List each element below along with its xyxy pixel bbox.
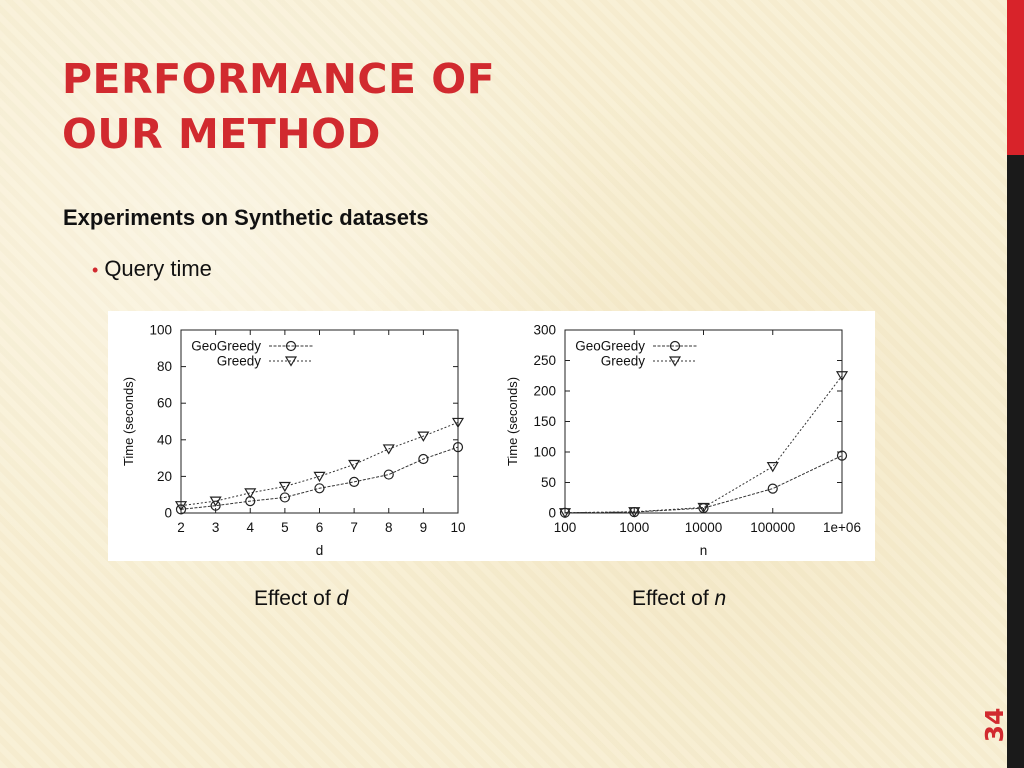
chart-1-y-tick-label: 20 <box>157 469 172 484</box>
chart-2-x-tick-label: 100000 <box>750 520 795 535</box>
slide-number: 34 <box>980 707 1009 743</box>
chart-2-y-tick-label: 250 <box>533 353 556 368</box>
chart-1-series-1-point <box>175 504 187 515</box>
chart-2-x-tick-label: 1000 <box>619 520 649 535</box>
chart-1-legend-marker <box>285 340 297 352</box>
chart-2-y-tick-label: 150 <box>533 414 556 429</box>
chart-1-series-1-point <box>210 500 221 511</box>
chart-2-series-1-point <box>767 483 778 494</box>
chart-1-y-tick-label: 40 <box>157 432 172 447</box>
chart-1-y-axis-label: Time (seconds) <box>121 377 136 466</box>
chart-2-x-tick-label: 10000 <box>685 520 723 535</box>
bullet-text: Query time <box>104 256 212 281</box>
bullet-item: • Query time <box>92 256 212 282</box>
chart-2-series-2-point <box>766 462 779 473</box>
title-line-1: PERFORMANCE OF <box>62 55 496 103</box>
chart-1-series-2-point <box>348 459 361 471</box>
chart-1-x-tick-label: 8 <box>385 520 393 535</box>
chart-1-legend-marker <box>284 356 298 367</box>
chart-1-x-tick-label: 10 <box>450 520 465 535</box>
chart-2-legend-marker <box>669 340 681 352</box>
title-line-2: OUR METHOD <box>62 110 381 158</box>
chart-2-x-axis-label: n <box>700 543 708 558</box>
accent-bar-red <box>1007 0 1024 155</box>
chart-1-y-tick-label: 100 <box>149 323 172 338</box>
chart-2-series-1-point <box>836 450 848 461</box>
chart-1-series-2-line <box>180 421 459 507</box>
chart-2-legend-marker <box>668 356 682 367</box>
chart-2-y-tick-label: 100 <box>533 445 556 460</box>
chart-1-x-axis-label: d <box>316 543 324 558</box>
chart-2-series-2-line <box>564 375 843 514</box>
chart-2-x-tick-label: 100 <box>554 520 577 535</box>
chart-2-y-axis-label: Time (seconds) <box>505 377 520 466</box>
chart-2-y-tick-label: 0 <box>548 506 556 521</box>
chart-2-legend-label: GeoGreedy <box>575 339 645 354</box>
chart-1-series-1-point <box>452 442 464 453</box>
chart-1-series-2-point <box>174 501 188 512</box>
caption-1-prefix: Effect of <box>254 587 337 610</box>
chart-2-series-2-point <box>628 507 641 518</box>
chart-1-series-2-point <box>313 471 326 483</box>
caption-1-variable: d <box>336 587 349 610</box>
chart-1-x-tick-label: 5 <box>281 520 289 535</box>
caption-effect-of-d: Effect of d <box>254 587 348 611</box>
chart-2-y-tick-label: 200 <box>533 384 556 399</box>
chart-1-x-tick-label: 7 <box>350 520 358 535</box>
chart-1-x-tick-label: 4 <box>246 520 254 535</box>
caption-2-variable: n <box>714 587 727 610</box>
chart-2-series-2-point <box>835 371 849 382</box>
chart-1-x-tick-label: 2 <box>177 520 185 535</box>
chart-1-series-1-point <box>418 453 429 465</box>
chart-2-series-2-point <box>558 508 572 519</box>
chart-1-series-1-line <box>180 446 459 510</box>
chart-1-series-2-point <box>278 481 291 493</box>
chart-1-legend-label: GeoGreedy <box>191 339 261 354</box>
slide-title: PERFORMANCE OF OUR METHOD <box>62 52 702 162</box>
chart-panel: 0 20 40 60 80 100 2 3 4 5 6 7 8 9 10 d Time (seconds) Geo… <box>108 311 875 561</box>
accent-bar-dark <box>1007 155 1024 768</box>
chart-2-series-2-point <box>697 502 710 514</box>
chart-2-series-1-line <box>564 455 843 514</box>
chart-2-y-tick-label: 300 <box>533 323 556 338</box>
caption-2-prefix: Effect of <box>632 587 715 610</box>
chart-1-series-2-point <box>209 496 222 507</box>
chart-1-y-tick-label: 80 <box>157 359 172 374</box>
chart-1-series-1-point <box>279 492 290 503</box>
chart-2-y-tick-label: 50 <box>541 475 556 490</box>
chart-1-series-1-point <box>349 476 360 487</box>
bullet-dot-icon: • <box>92 260 99 280</box>
charts-svg: 0 20 40 60 80 100 2 3 4 5 6 7 8 9 10 d Time (seconds) Geo… <box>121 323 861 559</box>
subheading: Experiments on Synthetic datasets <box>63 205 429 230</box>
chart-1-series-1-point <box>314 483 325 494</box>
chart-1-series-2-point <box>417 431 430 442</box>
caption-effect-of-n: Effect of n <box>632 587 726 611</box>
chart-2-x-tick-label: 1e+06 <box>823 520 861 535</box>
chart-1-legend-label: Greedy <box>217 354 262 369</box>
chart-1-series-2-point <box>382 444 395 455</box>
right-accent-bar <box>1007 0 1024 768</box>
chart-1-x-tick-label: 9 <box>420 520 428 535</box>
chart-1-y-tick-label: 60 <box>157 396 172 411</box>
chart-2-legend-label: Greedy <box>601 354 646 369</box>
chart-1-x-tick-label: 3 <box>212 520 220 535</box>
chart-1-series-2-point <box>244 488 257 499</box>
chart-1-y-tick-label: 0 <box>164 506 172 521</box>
chart-1-x-tick-label: 6 <box>316 520 324 535</box>
chart-1-series-2-point <box>451 417 465 429</box>
chart-1-series-1-point <box>383 469 394 480</box>
